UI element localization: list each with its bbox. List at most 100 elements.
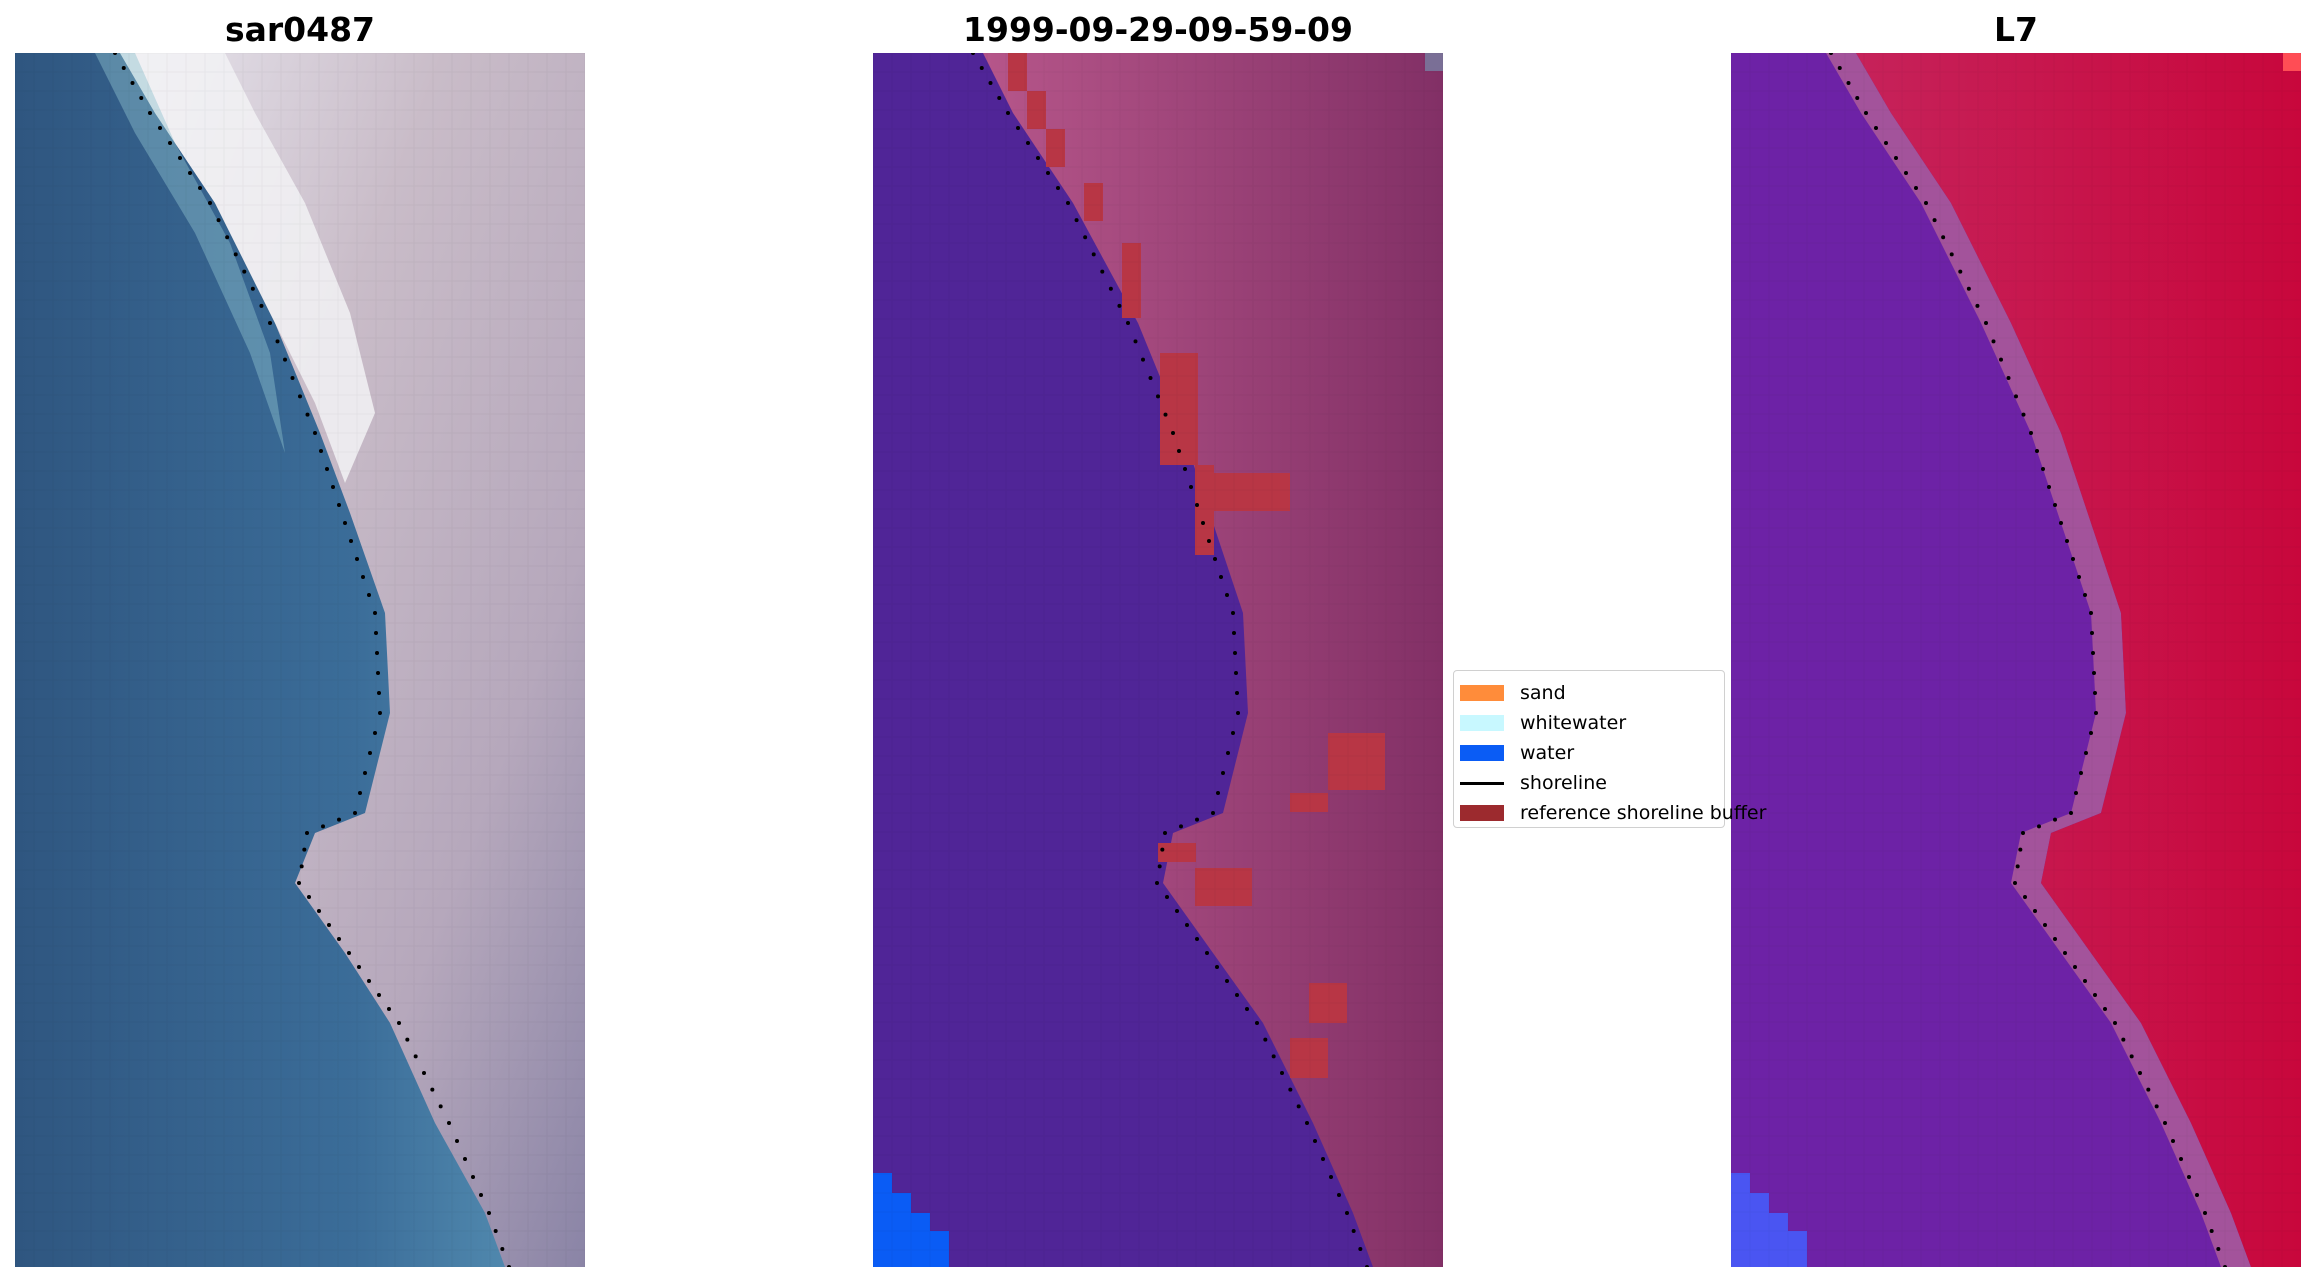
shoreline-point bbox=[1026, 141, 1030, 145]
shoreline-point bbox=[216, 218, 221, 223]
shoreline-point bbox=[325, 467, 329, 471]
shoreline-point bbox=[242, 269, 247, 274]
shoreline-point bbox=[2163, 1121, 2167, 1125]
shoreline-point bbox=[1280, 1071, 1284, 1075]
legend-label-whitewater: whitewater bbox=[1520, 712, 1627, 734]
shoreline-point bbox=[2035, 449, 2039, 453]
shoreline-point bbox=[2053, 937, 2057, 941]
shoreline-point bbox=[1941, 235, 1946, 240]
shoreline-point bbox=[487, 1211, 491, 1215]
shoreline-point bbox=[297, 881, 301, 885]
shoreline-point bbox=[1313, 1139, 1317, 1143]
shoreline-point bbox=[1133, 339, 1138, 344]
shoreline-point bbox=[1171, 431, 1175, 435]
shoreline-point bbox=[1160, 847, 1165, 852]
shoreline-point bbox=[2146, 1087, 2151, 1092]
shoreline-point bbox=[188, 171, 192, 175]
shoreline-point bbox=[1074, 218, 1079, 223]
shoreline-point bbox=[405, 1037, 410, 1042]
shoreline-point bbox=[1991, 339, 1996, 344]
classification-image bbox=[873, 53, 1443, 1267]
shoreline-point bbox=[208, 201, 212, 205]
shoreline-point bbox=[268, 321, 272, 325]
shoreline-point bbox=[283, 357, 287, 362]
shoreline-point bbox=[1245, 1007, 1249, 1011]
shoreline-point bbox=[343, 521, 347, 525]
shoreline-point bbox=[1236, 711, 1240, 715]
shoreline-point bbox=[1155, 881, 1159, 885]
shoreline-point bbox=[1365, 1265, 1369, 1267]
shoreline-point bbox=[357, 965, 361, 969]
shoreline-point bbox=[1036, 156, 1040, 160]
shoreline-point bbox=[1932, 218, 1937, 223]
legend-item-sand: sand bbox=[1460, 678, 1724, 708]
shoreline-point bbox=[337, 503, 341, 507]
shoreline-point bbox=[2187, 1175, 2191, 1179]
shoreline-point bbox=[1966, 286, 1971, 291]
shoreline-point bbox=[413, 1054, 418, 1059]
shoreline-point bbox=[319, 449, 323, 453]
shoreline-point bbox=[373, 731, 377, 735]
shoreline-point bbox=[2037, 824, 2041, 829]
shoreline-point bbox=[1235, 993, 1239, 997]
shoreline-point bbox=[1195, 817, 1199, 822]
shoreline-point bbox=[2084, 751, 2088, 755]
shoreline-point bbox=[1864, 111, 1868, 115]
shoreline-point bbox=[2063, 951, 2067, 955]
shoreline-point bbox=[353, 811, 357, 815]
shoreline-point bbox=[988, 81, 993, 85]
sand-swatch bbox=[1460, 685, 1504, 701]
shoreline-point bbox=[358, 791, 362, 795]
shoreline-point bbox=[1984, 321, 1988, 325]
shoreline-point bbox=[367, 979, 371, 983]
shoreline-point bbox=[275, 339, 280, 344]
shoreline-point bbox=[178, 156, 182, 160]
shoreline-point bbox=[447, 1121, 451, 1125]
shoreline-point bbox=[1958, 269, 1963, 274]
shoreline-point bbox=[2090, 631, 2094, 635]
reference-shoreline-buffer-swatch bbox=[1460, 805, 1504, 821]
shoreline-point bbox=[1949, 252, 1954, 257]
shoreline-point bbox=[1345, 1211, 1349, 1215]
shoreline-point bbox=[1163, 412, 1168, 417]
shoreline-point bbox=[1148, 376, 1153, 380]
shoreline-point bbox=[2154, 1104, 2159, 1109]
shoreline-point bbox=[1219, 575, 1223, 579]
shoreline-point bbox=[2023, 895, 2027, 899]
shoreline-point bbox=[1083, 235, 1088, 240]
shoreline-point bbox=[1201, 521, 1205, 525]
shoreline-point bbox=[2071, 557, 2075, 561]
shoreline-point bbox=[430, 1087, 435, 1092]
shoreline-point bbox=[1189, 485, 1193, 489]
shoreline-point bbox=[1837, 66, 1842, 70]
rgb-image bbox=[15, 53, 585, 1267]
shoreline-point bbox=[2079, 771, 2083, 775]
shoreline-point bbox=[2195, 1193, 2199, 1197]
legend-label-water: water bbox=[1520, 742, 1575, 764]
shoreline-point bbox=[1337, 1193, 1341, 1197]
shoreline-point bbox=[377, 993, 381, 997]
shoreline-point bbox=[455, 1139, 459, 1143]
shoreline-point bbox=[997, 96, 1002, 100]
shoreline-point bbox=[1884, 141, 1888, 145]
shoreline-point bbox=[1305, 1121, 1309, 1125]
shoreline-point bbox=[2073, 965, 2077, 969]
shoreline-point bbox=[2077, 575, 2081, 579]
shoreline-point bbox=[1271, 1054, 1276, 1059]
shoreline-point bbox=[317, 909, 321, 913]
panel-title-rgb: sar0487 bbox=[224, 10, 376, 49]
shoreline-point bbox=[1232, 631, 1236, 635]
rgb-image-panel bbox=[15, 53, 585, 1267]
shoreline-point bbox=[1231, 731, 1235, 735]
shoreline-point bbox=[305, 831, 309, 835]
shoreline-point bbox=[1016, 126, 1020, 130]
shoreline-point bbox=[378, 711, 382, 715]
shoreline-point bbox=[1091, 252, 1096, 257]
shoreline-point bbox=[368, 751, 372, 755]
shoreline-point bbox=[1225, 593, 1229, 597]
shoreline-point bbox=[2074, 791, 2078, 795]
legend: sand whitewater water shoreline referenc… bbox=[1453, 670, 1766, 828]
shoreline-point bbox=[130, 81, 135, 85]
shoreline-point bbox=[2113, 1021, 2117, 1025]
legend-label-reference-shoreline-buffer: reference shoreline buffer bbox=[1520, 802, 1767, 824]
